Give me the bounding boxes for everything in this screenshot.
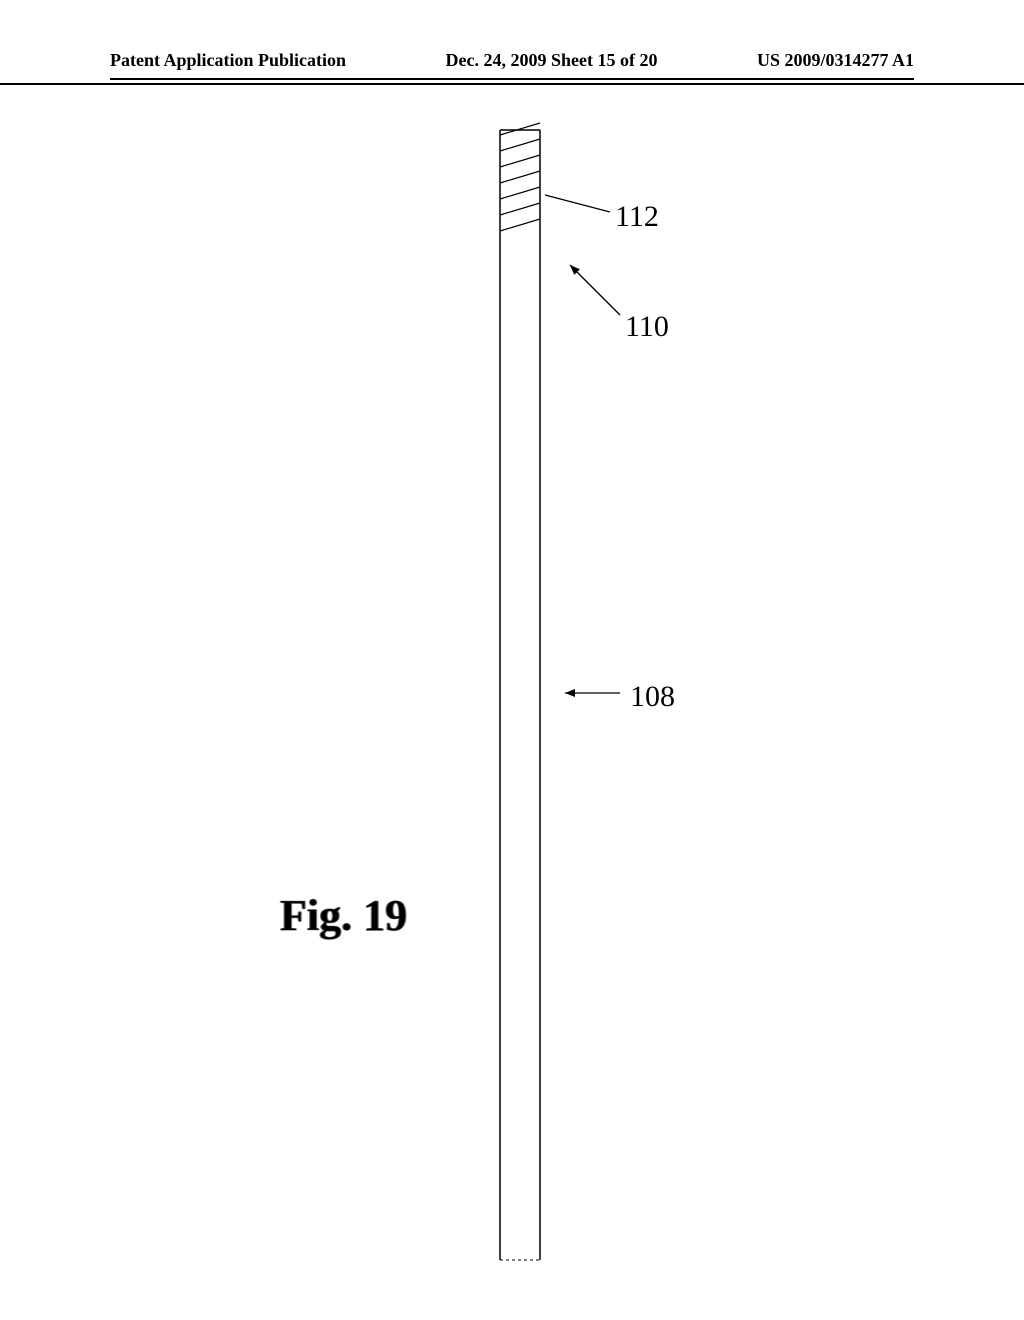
figure-label: Fig. 19 [280,890,407,941]
ref-112: 112 [615,200,659,234]
header-rule [110,78,914,80]
header-left: Patent Application Publication [110,50,346,71]
header-right: US 2009/0314277 A1 [757,50,914,71]
ref-110: 110 [625,310,669,344]
figure-19: Fig. 19 112 110 108 [0,120,1024,1300]
ref-108: 108 [630,680,675,714]
header-center: Dec. 24, 2009 Sheet 15 of 20 [446,50,658,71]
figure-svg [0,120,1024,1300]
page-header: Patent Application Publication Dec. 24, … [0,0,1024,85]
